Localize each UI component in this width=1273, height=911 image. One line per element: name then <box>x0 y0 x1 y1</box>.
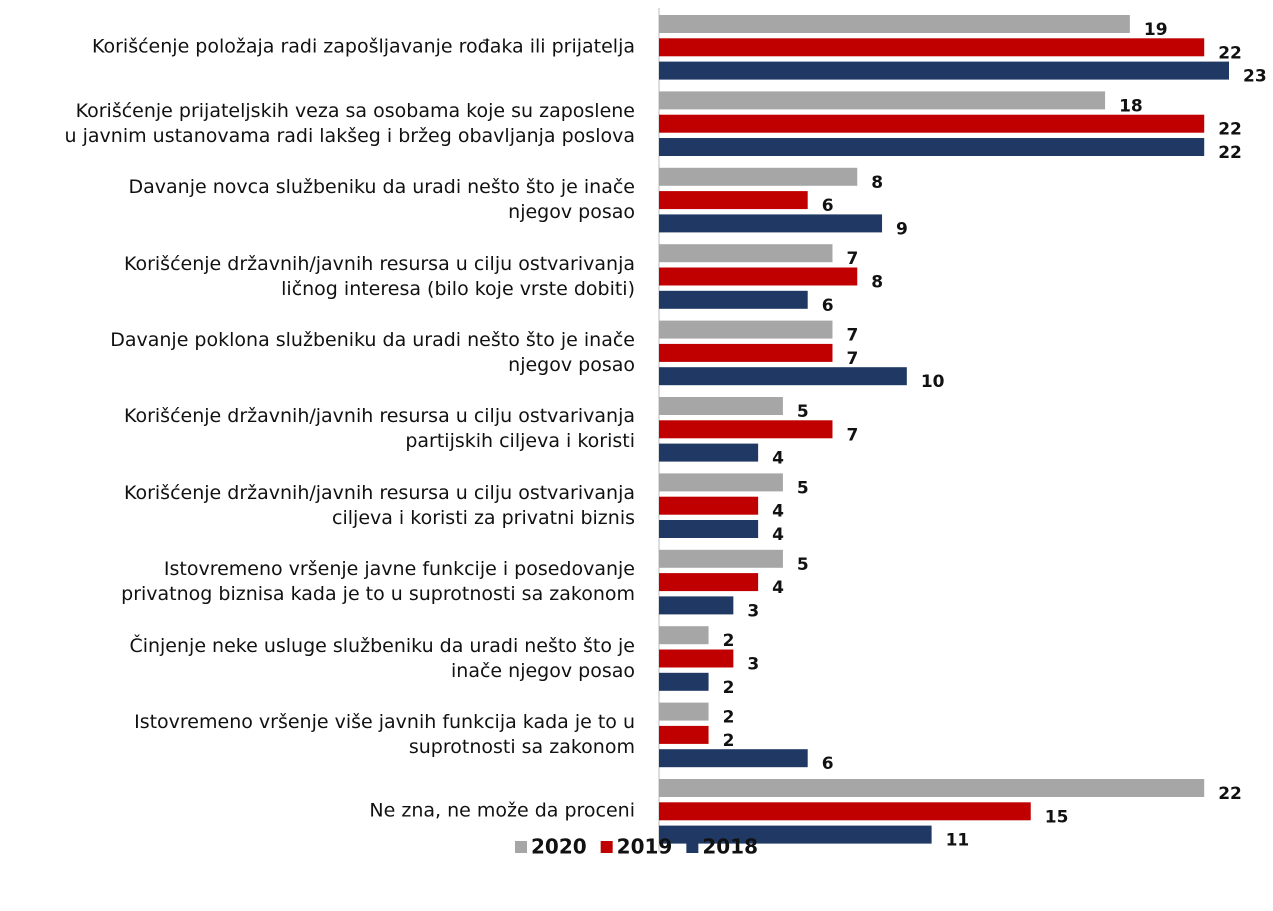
category-label: Korišćenje državnih/javnih resursa u cil… <box>123 252 635 300</box>
value-label: 19 <box>1144 20 1168 40</box>
category-label: Korišćenje državnih/javnih resursa u cil… <box>123 405 635 453</box>
bar <box>659 702 709 721</box>
value-label: 6 <box>822 754 834 774</box>
value-label: 3 <box>747 601 759 621</box>
bar <box>659 802 1031 821</box>
value-label: 6 <box>822 196 834 216</box>
category-label: Ne zna, ne može da proceni <box>369 799 635 822</box>
bar <box>659 343 833 362</box>
value-label: 4 <box>772 449 784 469</box>
bar <box>659 473 783 492</box>
value-label: 4 <box>772 502 784 522</box>
value-label: 9 <box>896 219 908 239</box>
legend-label: 2020 <box>531 835 587 859</box>
bar <box>659 520 759 538</box>
bar <box>659 496 759 515</box>
value-label: 22 <box>1218 784 1242 804</box>
bar <box>659 596 734 615</box>
category-label: Korišćenje položaja radi zapošljavanje r… <box>91 35 635 58</box>
bar <box>659 725 709 744</box>
value-label: 22 <box>1218 143 1242 163</box>
bar <box>659 290 808 309</box>
value-label: 7 <box>846 425 858 445</box>
bar <box>659 779 1205 797</box>
category-label: Davanje poklona službeniku da uradi nešt… <box>110 328 635 376</box>
bar <box>659 672 709 691</box>
bar <box>659 749 808 768</box>
value-label: 23 <box>1243 67 1267 87</box>
bar <box>659 138 1205 156</box>
value-label: 15 <box>1045 807 1069 827</box>
legend-swatch <box>600 841 613 853</box>
value-label: 2 <box>723 731 735 751</box>
bar <box>659 549 783 568</box>
value-label: 11 <box>946 831 970 851</box>
value-label: 4 <box>772 578 784 598</box>
bar <box>659 443 759 462</box>
bar <box>659 61 1229 80</box>
value-label: 22 <box>1218 120 1242 140</box>
value-label: 2 <box>723 631 735 651</box>
value-label: 22 <box>1218 43 1242 63</box>
bar <box>659 244 833 263</box>
bar <box>659 267 858 286</box>
bar <box>659 15 1130 33</box>
bar <box>659 420 833 439</box>
value-label: 3 <box>747 655 759 675</box>
value-label: 8 <box>871 173 883 193</box>
bar <box>659 114 1205 133</box>
value-label: 5 <box>797 478 809 498</box>
value-label: 5 <box>797 555 809 575</box>
category-label: Davanje novca službeniku da uradi nešto … <box>128 176 636 224</box>
bar <box>659 91 1106 110</box>
legend-label: 2019 <box>617 835 673 859</box>
category-label: Istovremeno vršenje više javnih funkcija… <box>134 710 635 758</box>
bar <box>659 397 783 415</box>
value-label: 18 <box>1119 96 1143 116</box>
value-label: 5 <box>797 402 809 422</box>
value-label: 7 <box>846 326 858 346</box>
value-label: 7 <box>846 349 858 369</box>
category-label: Korišćenje prijateljskih veza sa osobama… <box>64 99 635 147</box>
bar <box>659 573 759 592</box>
legend-swatch <box>515 841 527 853</box>
bar <box>659 367 907 386</box>
bar <box>659 167 858 186</box>
legend-swatch <box>686 841 699 853</box>
category-label: Korišćenje državnih/javnih resursa u cil… <box>123 481 635 529</box>
value-label: 2 <box>723 708 735 728</box>
value-label: 8 <box>871 273 883 293</box>
bar <box>659 626 709 645</box>
value-label: 2 <box>723 678 735 698</box>
bar <box>659 38 1205 57</box>
bar <box>659 191 808 210</box>
legend-label: 2018 <box>702 835 758 859</box>
value-label: 10 <box>921 372 945 392</box>
value-label: 4 <box>772 525 784 545</box>
value-label: 6 <box>822 296 834 316</box>
bar <box>659 649 734 668</box>
bar <box>659 214 883 233</box>
category-label: Istovremeno vršenje javne funkcije i pos… <box>121 558 635 606</box>
category-label: Činjenje neke usluge službeniku da uradi… <box>129 634 635 682</box>
value-label: 7 <box>846 249 858 269</box>
bar <box>659 320 833 339</box>
bar <box>659 825 932 844</box>
